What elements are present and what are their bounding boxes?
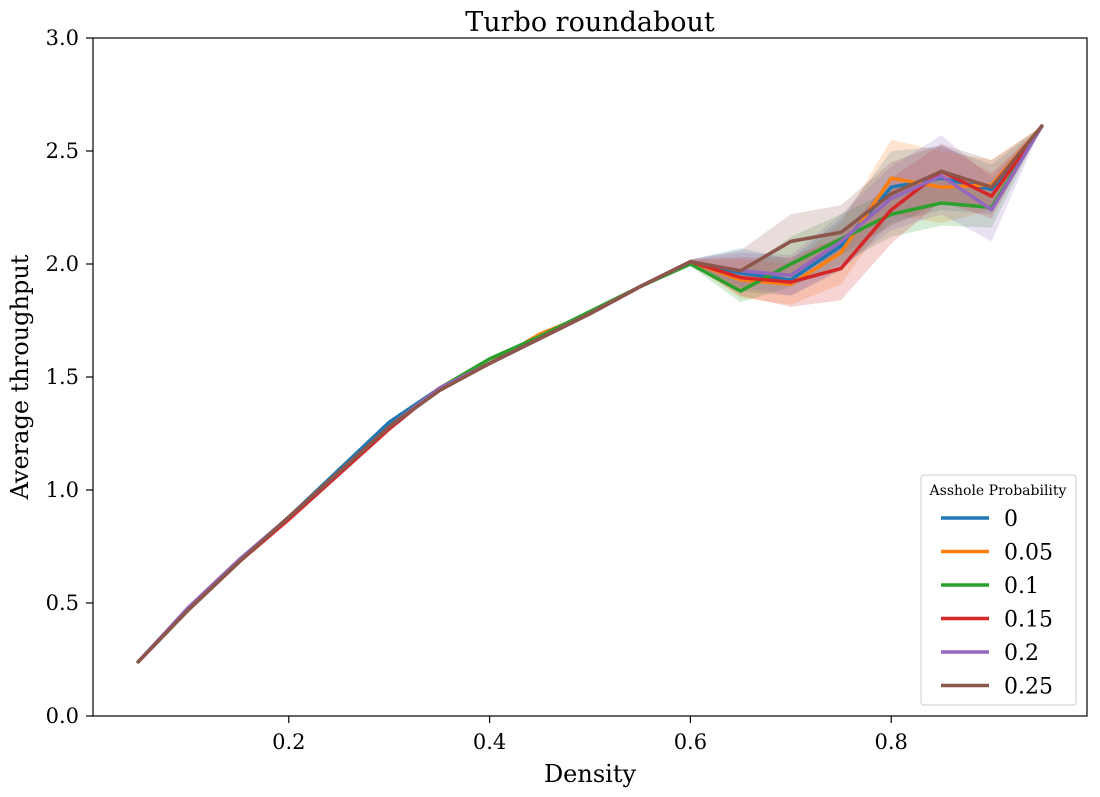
legend-label-4: 0.2 — [1004, 641, 1039, 666]
legend-box — [920, 474, 1077, 706]
legend-label-1: 0.05 — [1004, 541, 1053, 566]
x-axis-ticks: 0.2 0.4 0.6 0.8 — [272, 716, 908, 754]
legend-label-2: 0.1 — [1004, 574, 1039, 599]
legend: Asshole Probability 0 0.05 0.1 0.15 0.2 0.25 — [920, 474, 1077, 706]
series-line-5 — [136, 124, 1044, 664]
y-tick-label: 2.0 — [46, 252, 79, 276]
y-tick-label: 1.5 — [46, 365, 79, 389]
x-tick-label: 0.8 — [875, 730, 908, 754]
x-tick-label: 0.6 — [674, 730, 707, 754]
y-axis-label: Average throughput — [6, 254, 34, 500]
x-axis-label: Density — [544, 760, 637, 788]
legend-label-0: 0 — [1004, 507, 1018, 532]
y-tick-label: 3.0 — [46, 26, 79, 50]
y-tick-label: 0.5 — [46, 591, 79, 615]
y-tick-label: 0.0 — [46, 704, 79, 728]
x-tick-label: 0.2 — [272, 730, 305, 754]
y-axis-ticks: 0.0 0.5 1.0 1.5 2.0 2.5 3.0 — [46, 26, 93, 728]
confidence-band-5 — [138, 126, 1042, 662]
legend-label-5: 0.25 — [1004, 675, 1053, 700]
y-tick-label: 2.5 — [46, 139, 79, 163]
confidence-bands — [138, 126, 1042, 662]
x-tick-label: 0.4 — [473, 730, 506, 754]
chart-title: Turbo roundabout — [465, 7, 715, 38]
legend-title: Asshole Probability — [929, 483, 1067, 499]
y-tick-label: 1.0 — [46, 478, 79, 502]
legend-items: 0 0.05 0.1 0.15 0.2 0.25 — [941, 507, 1053, 700]
legend-label-3: 0.15 — [1004, 608, 1053, 633]
series-lines — [136, 124, 1044, 664]
